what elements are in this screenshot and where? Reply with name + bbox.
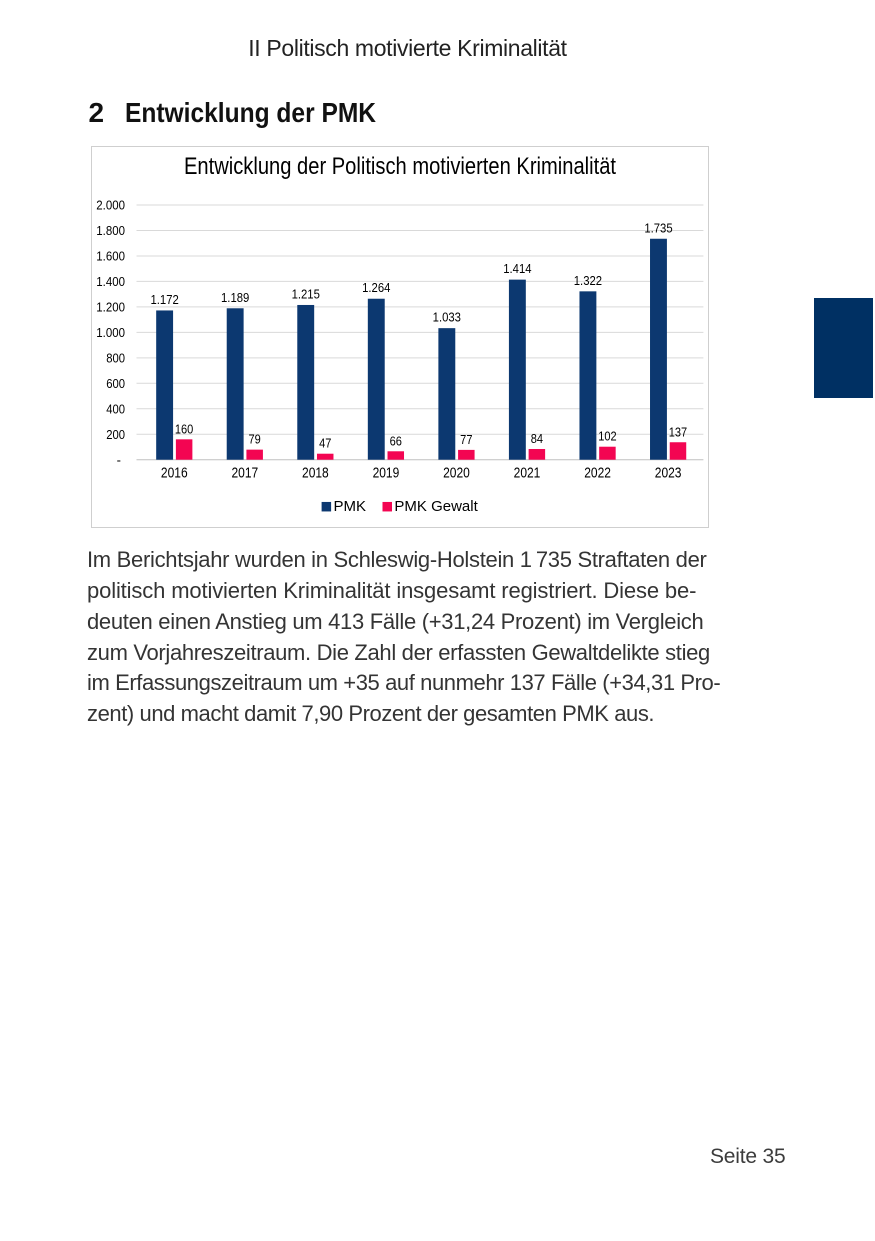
svg-text:1.189: 1.189: [221, 291, 249, 305]
svg-text:PMK: PMK: [334, 498, 367, 515]
svg-text:1.215: 1.215: [292, 287, 320, 301]
svg-text:137: 137: [669, 425, 687, 439]
svg-text:PMK Gewalt: PMK Gewalt: [394, 498, 478, 515]
svg-text:Entwicklung der Politisch moti: Entwicklung der Politisch motivierten Kr…: [184, 153, 616, 180]
svg-text:84: 84: [531, 432, 543, 446]
svg-text:1.400: 1.400: [96, 274, 125, 289]
svg-text:1.600: 1.600: [96, 249, 125, 264]
svg-text:1.200: 1.200: [96, 299, 125, 314]
svg-text:1.735: 1.735: [644, 221, 672, 235]
svg-text:2020: 2020: [443, 466, 470, 482]
svg-text:-: -: [117, 452, 121, 467]
svg-text:47: 47: [319, 437, 331, 451]
svg-text:79: 79: [249, 433, 261, 447]
svg-text:2019: 2019: [373, 466, 400, 482]
svg-text:160: 160: [175, 422, 193, 436]
svg-text:2017: 2017: [231, 466, 258, 482]
svg-text:1.172: 1.172: [150, 293, 178, 307]
svg-text:1.414: 1.414: [503, 262, 531, 276]
svg-text:2018: 2018: [302, 466, 329, 482]
svg-text:2022: 2022: [584, 466, 611, 482]
svg-text:2.000: 2.000: [96, 198, 125, 213]
svg-text:102: 102: [598, 430, 616, 444]
svg-text:400: 400: [106, 401, 125, 416]
svg-text:1.033: 1.033: [433, 311, 461, 325]
svg-text:2021: 2021: [514, 466, 541, 482]
svg-text:1.800: 1.800: [96, 223, 125, 238]
svg-text:1.000: 1.000: [96, 325, 125, 340]
svg-text:600: 600: [106, 376, 125, 391]
svg-text:2023: 2023: [655, 466, 682, 482]
svg-text:200: 200: [106, 427, 125, 442]
svg-text:2016: 2016: [161, 466, 188, 482]
svg-text:66: 66: [390, 434, 402, 448]
svg-text:800: 800: [106, 350, 125, 365]
svg-text:1.322: 1.322: [574, 274, 602, 288]
svg-text:77: 77: [460, 433, 472, 447]
svg-text:1.264: 1.264: [362, 281, 390, 295]
